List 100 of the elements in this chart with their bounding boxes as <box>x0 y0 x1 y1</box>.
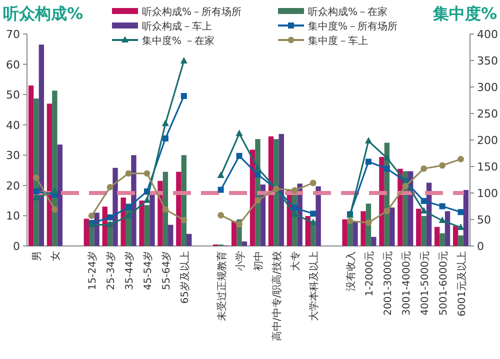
y-tick-label: 30 <box>6 149 20 162</box>
y2-tick-label: 400 <box>477 28 498 41</box>
point <box>236 221 242 228</box>
point <box>217 172 224 178</box>
x-tick-label: 5001-6000元 <box>438 251 450 316</box>
x-tick-label: 初中 <box>252 251 265 271</box>
x-tick-label: 小学 <box>234 251 246 271</box>
legend-label: 听众构成%－在家 <box>308 6 388 18</box>
point <box>420 198 427 204</box>
point <box>364 137 372 144</box>
point <box>402 182 409 190</box>
bar <box>463 190 469 246</box>
x-tick-label: 大专 <box>290 251 302 271</box>
y2-tick-label: 250 <box>477 108 498 120</box>
point <box>125 170 132 177</box>
bar <box>421 216 426 246</box>
point <box>254 164 262 171</box>
point <box>51 187 58 194</box>
point <box>126 204 132 210</box>
point <box>420 207 428 214</box>
y2-tick-label: 150 <box>477 160 498 174</box>
bar <box>390 208 395 246</box>
legend-label: 听众构成%－所有场所 <box>142 6 242 18</box>
y2-tick-label: 350 <box>477 54 498 68</box>
point <box>254 171 261 178</box>
point <box>180 57 188 64</box>
point <box>310 210 316 217</box>
bar <box>434 226 440 246</box>
point <box>162 206 169 213</box>
point <box>218 186 224 193</box>
x-tick-label: 45-54岁 <box>142 251 154 290</box>
point <box>236 152 242 159</box>
point <box>88 212 95 219</box>
point <box>310 180 316 186</box>
bar <box>440 233 445 246</box>
legend-label: 集中度－车上 <box>308 35 368 47</box>
point <box>365 219 372 226</box>
bar <box>28 85 34 246</box>
y-tick-label: 20 <box>6 179 20 192</box>
point <box>384 208 390 214</box>
bar <box>46 104 52 246</box>
point <box>292 204 298 211</box>
bar <box>352 222 358 246</box>
x-tick-label: 15-24岁 <box>86 251 99 290</box>
point <box>51 206 58 213</box>
x-tick-label: 2001-3000元 <box>382 251 394 316</box>
point <box>458 156 464 162</box>
point <box>310 218 317 226</box>
point <box>291 187 298 194</box>
point <box>218 212 224 218</box>
bar <box>186 234 192 246</box>
x-tick-label: 65岁及以上 <box>178 251 191 304</box>
x-tick-label: 男 <box>32 251 44 261</box>
point <box>143 196 150 203</box>
point <box>254 197 261 204</box>
x-tick-label: 没有收入 <box>345 251 358 291</box>
point <box>439 203 446 210</box>
x-tick-label: 35-44岁 <box>124 251 136 290</box>
y-axis-title: 听众构成% <box>3 4 84 23</box>
point <box>106 220 114 228</box>
point <box>383 154 390 161</box>
point <box>180 93 187 100</box>
point <box>162 135 168 142</box>
bar <box>452 226 458 246</box>
y2-tick-label: 50 <box>477 214 491 226</box>
bar <box>139 200 144 246</box>
bar <box>231 221 237 246</box>
x-tick-label: 女 <box>50 251 62 261</box>
point <box>420 165 428 172</box>
x-tick-label: 4001-5000元 <box>420 251 431 316</box>
bar <box>57 144 62 246</box>
x-tick-label: 高中/中专/职高/技校 <box>271 251 284 342</box>
bar <box>305 216 311 246</box>
point <box>33 188 40 194</box>
legend-label: 集中度% －在家 <box>142 35 215 47</box>
point <box>291 210 298 217</box>
legend-label: 集中度%－所有场所 <box>308 20 398 32</box>
bar <box>278 134 284 246</box>
y-tick-label: 10 <box>6 210 20 223</box>
bar <box>112 168 118 246</box>
point <box>32 194 40 200</box>
bar <box>458 235 464 246</box>
y-tick-label: 40 <box>6 118 20 132</box>
bar <box>371 236 376 246</box>
bar <box>342 219 348 246</box>
point <box>107 214 114 220</box>
point <box>236 130 243 136</box>
y-tick-label: 0 <box>13 240 20 253</box>
y-tick-label: 70 <box>6 28 20 41</box>
bar <box>120 198 126 246</box>
bar <box>360 211 366 246</box>
point <box>438 216 446 224</box>
point <box>180 216 188 224</box>
y2-tick-label: 0 <box>477 240 484 253</box>
point <box>125 212 132 218</box>
y2-tick-label: 200 <box>477 134 498 147</box>
y-tick-label: 50 <box>6 88 20 102</box>
point <box>144 170 150 177</box>
bar <box>84 218 90 246</box>
bar <box>242 241 248 246</box>
